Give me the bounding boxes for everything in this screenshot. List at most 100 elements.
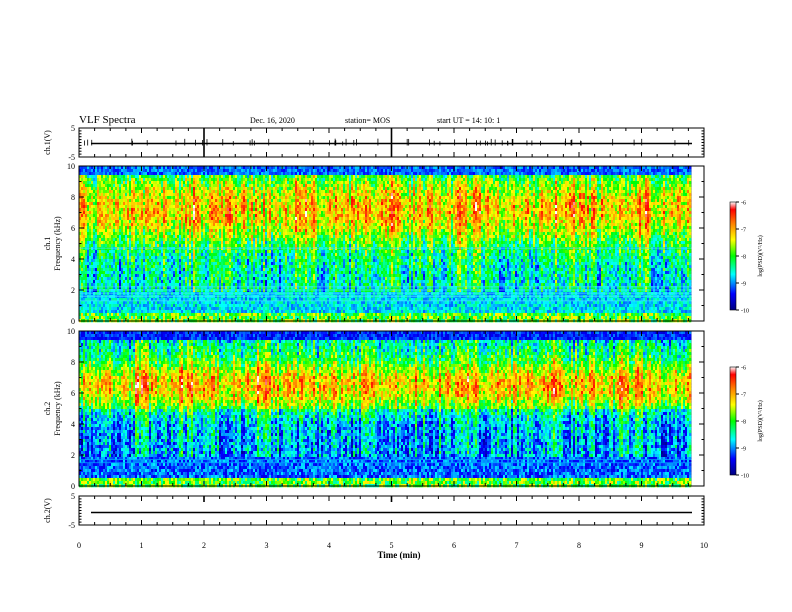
ch1-spectrogram-cell: [255, 217, 257, 220]
ch1-spectrogram-cell: [83, 232, 85, 235]
ch1-spectrogram-cell: [213, 310, 215, 313]
ch1-spectrogram-cell: [169, 178, 171, 181]
ch1-spectrogram-cell: [163, 238, 165, 241]
ch1-spectrogram-cell: [207, 217, 209, 220]
ch1-spectrogram-cell: [175, 217, 177, 220]
ch1-spectrogram-cell: [215, 223, 217, 226]
ch1-spectrogram-cell: [197, 268, 199, 271]
ch1-spectrogram-cell: [225, 199, 227, 202]
ch1-spectrogram-cell: [199, 184, 201, 187]
ch1-spectrogram-cell: [161, 208, 163, 211]
ch1-spectrogram-cell: [203, 190, 205, 193]
ch1-spectrogram-cell: [101, 283, 103, 286]
ch1-spectrogram-cell: [247, 214, 249, 217]
ch1-spectrogram-cell: [239, 280, 241, 283]
ch1-spectrogram-cell: [251, 289, 253, 292]
ch1-spectrogram-cell: [161, 223, 163, 226]
ch1-spectrogram-cell: [83, 169, 85, 172]
ch1-spectrogram-cell: [85, 292, 87, 295]
ch1-spectrogram-cell: [127, 187, 129, 190]
ch1-spectrogram-cell: [89, 274, 91, 277]
ch1-spectrogram-cell: [165, 250, 167, 253]
ch1-spectrogram-cell: [159, 223, 161, 226]
ch1-spectrogram-cell: [109, 235, 111, 238]
ch1-spectrogram-cell: [169, 280, 171, 283]
ch1-spectrogram-cell: [239, 307, 241, 310]
ch1-spectrogram-cell: [95, 187, 97, 190]
ch1-spectrogram-cell: [183, 301, 185, 304]
ch1-spectrogram-cell: [129, 301, 131, 304]
ch1-spectrogram-cell: [189, 205, 191, 208]
ch1-spectrogram-cell: [157, 184, 159, 187]
ch1-spectrogram-cell: [257, 244, 259, 247]
ch1-spectrogram-cell: [231, 196, 233, 199]
ch1-spectrogram-cell: [83, 202, 85, 205]
ch1-spectrogram-cell: [143, 178, 145, 181]
ch1-spectrogram-cell: [141, 178, 143, 181]
ch1-spectrogram-cell: [139, 181, 141, 184]
ch1-spectrogram-cell: [161, 280, 163, 283]
ch1-spectrogram-cell: [211, 280, 213, 283]
ch1-spectrogram-cell: [203, 193, 205, 196]
ch1-spectrogram-cell: [201, 277, 203, 280]
ch1-spectrogram-cell: [239, 313, 241, 316]
ch1-spectrogram-cell: [223, 199, 225, 202]
ch1-spectrogram-cell: [179, 169, 181, 172]
ch1-spectrogram-cell: [261, 169, 263, 172]
ch1-spectrogram-cell: [183, 172, 185, 175]
ch1-spectrogram-cell: [241, 259, 243, 262]
ch1-spectrogram-cell: [137, 295, 139, 298]
ch1-spectrogram-cell: [259, 265, 261, 268]
ch1-spectrogram-cell: [107, 217, 109, 220]
ch1-spectrogram-cell: [127, 289, 129, 292]
ch1-spectrogram-cell: [199, 265, 201, 268]
ch1-spectrogram-cell: [141, 292, 143, 295]
ch1-spectrogram-cell: [251, 178, 253, 181]
ch1-spectrogram-cell: [239, 304, 241, 307]
ch1-spectrogram-cell: [215, 256, 217, 259]
ch1-spectrogram-cell: [163, 244, 165, 247]
ch1-spectrogram-cell: [239, 274, 241, 277]
ch1-spectrogram-cell: [109, 241, 111, 244]
ch1-spectrogram-cell: [233, 196, 235, 199]
ch1-spectrogram-cell: [259, 268, 261, 271]
ch1-spectrogram-cell: [215, 286, 217, 289]
ch1-spectrogram-cell: [203, 229, 205, 232]
ch1-spectrogram-cell: [185, 283, 187, 286]
ch1-spectrogram-cell: [231, 289, 233, 292]
ch1-spectrogram-cell: [121, 193, 123, 196]
ch1-spectrogram-cell: [105, 187, 107, 190]
ch1-spectrogram-cell: [201, 184, 203, 187]
ch1-spectrogram-cell: [195, 241, 197, 244]
ch1-spectrogram-cell: [235, 217, 237, 220]
ch1-spectrogram-cell: [129, 193, 131, 196]
ch1-spectrogram-cell: [207, 181, 209, 184]
ch1-spectrogram-cell: [169, 175, 171, 178]
ch1-spectrogram-cell: [251, 310, 253, 313]
ch1-spectrogram-cell: [85, 172, 87, 175]
ch1-spectrogram-cell: [103, 217, 105, 220]
ch1-spectrogram-cell: [239, 235, 241, 238]
ch1-spectrogram-cell: [143, 193, 145, 196]
ch1-spectrogram-cell: [199, 280, 201, 283]
ch1-spectrogram-cell: [263, 259, 265, 262]
ch1-spectrogram-cell: [255, 310, 257, 313]
ch1-spectrogram-cell: [217, 196, 219, 199]
ch1-spectrogram-cell: [83, 241, 85, 244]
ch1-spectrogram-cell: [179, 178, 181, 181]
ch1-spectrogram-cell: [231, 280, 233, 283]
ch1-spectrogram-cell: [203, 307, 205, 310]
ch1-spectrogram-cell: [245, 268, 247, 271]
ch1-spectrogram-cell: [141, 223, 143, 226]
ch1-spectrogram-cell: [239, 286, 241, 289]
ch1-spectrogram-cell: [163, 262, 165, 265]
ch1-spectrogram-cell: [259, 307, 261, 310]
ch1-spectrogram-cell: [185, 220, 187, 223]
ch1-spectrogram-cell: [241, 310, 243, 313]
ch1-spectrogram-cell: [207, 244, 209, 247]
ch1-spectrogram-cell: [201, 175, 203, 178]
ch1-spectrogram-cell: [129, 202, 131, 205]
ch1-spectrogram-cell: [127, 208, 129, 211]
ch1-spectrogram-cell: [107, 178, 109, 181]
ch1-spectrogram-cell: [97, 217, 99, 220]
